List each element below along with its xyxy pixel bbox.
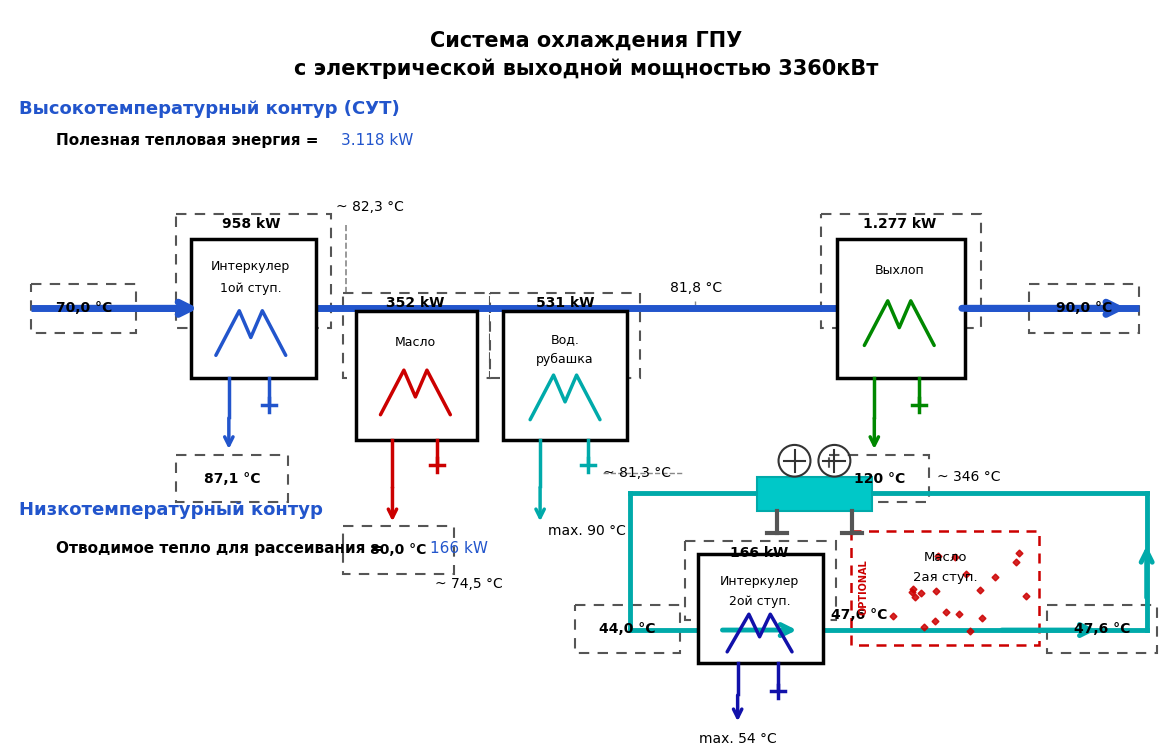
Bar	[830, 455, 929, 503]
Bar	[490, 293, 640, 378]
Text: Высокотемпературный контур (СУТ): Высокотемпературный контур (СУТ)	[20, 100, 400, 118]
Text: Масло: Масло	[924, 551, 967, 564]
Text: 81,8 °С: 81,8 °С	[670, 281, 722, 295]
Text: 166 kW: 166 kW	[430, 541, 489, 556]
Text: 47,6 °С: 47,6 °С	[1074, 622, 1130, 636]
Text: Система охлаждения ГПУ: Система охлаждения ГПУ	[430, 31, 742, 51]
Text: 47,6 °С: 47,6 °С	[831, 608, 888, 622]
Bar	[838, 239, 965, 378]
Bar	[176, 214, 331, 328]
Bar	[191, 239, 315, 378]
Text: 90,0 °С: 90,0 °С	[1056, 301, 1112, 316]
Text: ~ 82,3 °С: ~ 82,3 °С	[335, 200, 403, 215]
Text: 2ой ступ.: 2ой ступ.	[729, 595, 790, 608]
Text: с электрической выходной мощностью 3360кВт: с электрической выходной мощностью 3360к…	[294, 59, 878, 79]
Text: 3.118 kW: 3.118 kW	[341, 133, 413, 148]
Text: 44,0 °С: 44,0 °С	[599, 622, 655, 636]
Text: Полезная тепловая энергия =: Полезная тепловая энергия =	[56, 133, 319, 148]
Text: 2ая ступ.: 2ая ступ.	[913, 571, 977, 584]
Text: 531 kW: 531 kW	[536, 296, 594, 310]
Bar	[575, 605, 680, 653]
Text: Интеркулер: Интеркулер	[720, 575, 799, 588]
Text: рубашка: рубашка	[537, 353, 594, 367]
Text: 958 kW: 958 kW	[222, 217, 280, 231]
Text: Интеркулер: Интеркулер	[211, 260, 291, 273]
Bar	[342, 293, 490, 378]
Text: 70,0 °С: 70,0 °С	[56, 301, 113, 316]
Text: ~ 74,5 °С: ~ 74,5 °С	[435, 577, 503, 590]
Text: max. 54 °С: max. 54 °С	[699, 732, 777, 746]
Text: 166 kW: 166 kW	[730, 546, 789, 560]
Text: 1.277 kW: 1.277 kW	[863, 217, 936, 231]
Text: 87,1 °С: 87,1 °С	[204, 471, 260, 485]
Text: 120 °С: 120 °С	[853, 471, 905, 485]
Text: ~ 346 °С: ~ 346 °С	[938, 470, 1001, 484]
Bar	[697, 554, 824, 663]
Text: Выхлоп: Выхлоп	[874, 264, 925, 278]
Bar	[684, 541, 837, 620]
Text: OPTIONAL: OPTIONAL	[858, 560, 868, 616]
Bar	[822, 214, 981, 328]
Bar	[851, 531, 1038, 645]
Bar	[32, 283, 136, 333]
Bar	[1047, 605, 1157, 653]
Text: 1ой ступ.: 1ой ступ.	[220, 282, 281, 295]
Bar	[757, 476, 872, 511]
Bar	[342, 526, 455, 574]
Text: max. 90 °С: max. 90 °С	[548, 524, 626, 538]
Bar	[1029, 283, 1139, 333]
Text: 80,0 °С: 80,0 °С	[370, 543, 427, 557]
Text: 352 kW: 352 kW	[387, 296, 444, 310]
Text: ~ 81,3 °С: ~ 81,3 °С	[602, 466, 670, 479]
Text: Отводимое тепло для рассеивания =: Отводимое тепло для рассеивания =	[56, 541, 383, 556]
Text: Низкотемпературный контур: Низкотемпературный контур	[20, 501, 323, 519]
Text: Вод.: Вод.	[551, 334, 579, 346]
Bar	[503, 311, 627, 440]
Bar	[176, 455, 287, 503]
Bar	[355, 311, 477, 440]
Text: Масло: Масло	[395, 337, 436, 349]
